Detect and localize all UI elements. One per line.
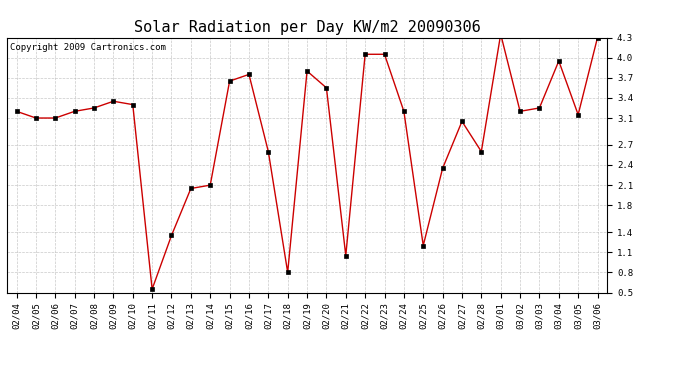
Title: Solar Radiation per Day KW/m2 20090306: Solar Radiation per Day KW/m2 20090306 xyxy=(134,20,480,35)
Text: Copyright 2009 Cartronics.com: Copyright 2009 Cartronics.com xyxy=(10,43,166,52)
